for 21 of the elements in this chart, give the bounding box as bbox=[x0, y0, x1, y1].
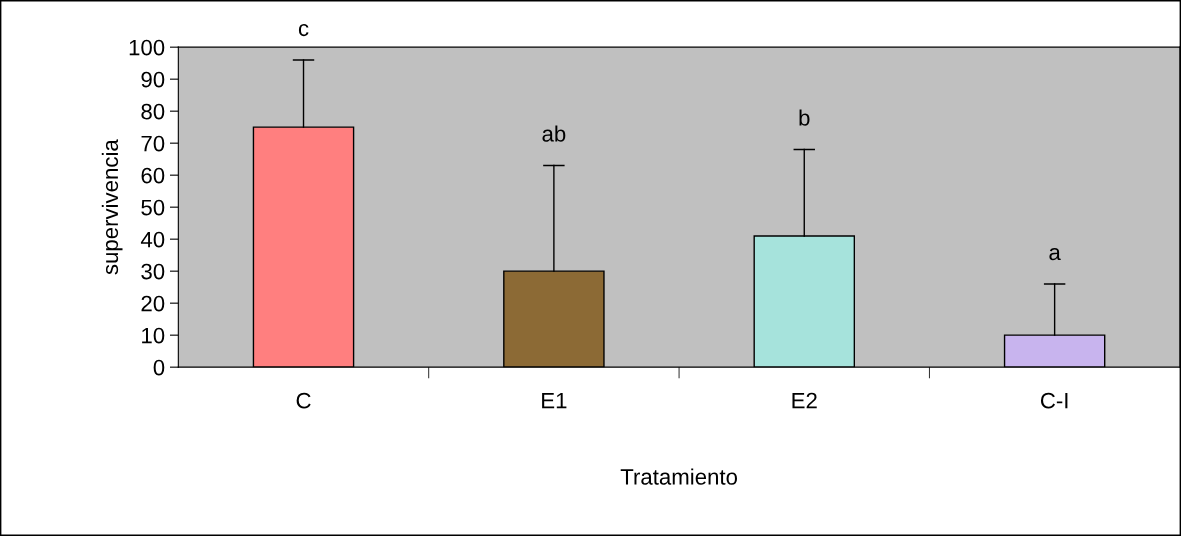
y-tick-label: 100 bbox=[129, 39, 165, 56]
y-tick-label: 60 bbox=[141, 167, 165, 184]
y-tick-label: 0 bbox=[153, 359, 165, 376]
x-tick-label: C-I bbox=[1040, 392, 1068, 409]
y-tick-label: 20 bbox=[141, 295, 165, 312]
y-tick-label: 40 bbox=[140, 231, 165, 248]
x-tick-label: C bbox=[296, 392, 311, 409]
y-tick-label: 30 bbox=[141, 263, 165, 280]
annotation: b bbox=[799, 109, 810, 126]
x-tick-label: E1 bbox=[542, 392, 567, 409]
x-axis-title: Tratamiento bbox=[620, 468, 738, 485]
y-tick-label: 50 bbox=[141, 199, 165, 216]
annotation: a bbox=[1049, 247, 1061, 261]
annotation: ab bbox=[542, 125, 566, 142]
y-tick-label: 70 bbox=[141, 135, 165, 152]
x-tick-label: E2 bbox=[792, 392, 817, 409]
y-tick-label: 90 bbox=[141, 71, 165, 88]
text: c bbox=[298, 23, 309, 37]
y-tick-label: 80 bbox=[141, 103, 165, 120]
y-tick-label: 10 bbox=[142, 327, 165, 344]
y-axis-title: supervivencia bbox=[101, 139, 123, 275]
